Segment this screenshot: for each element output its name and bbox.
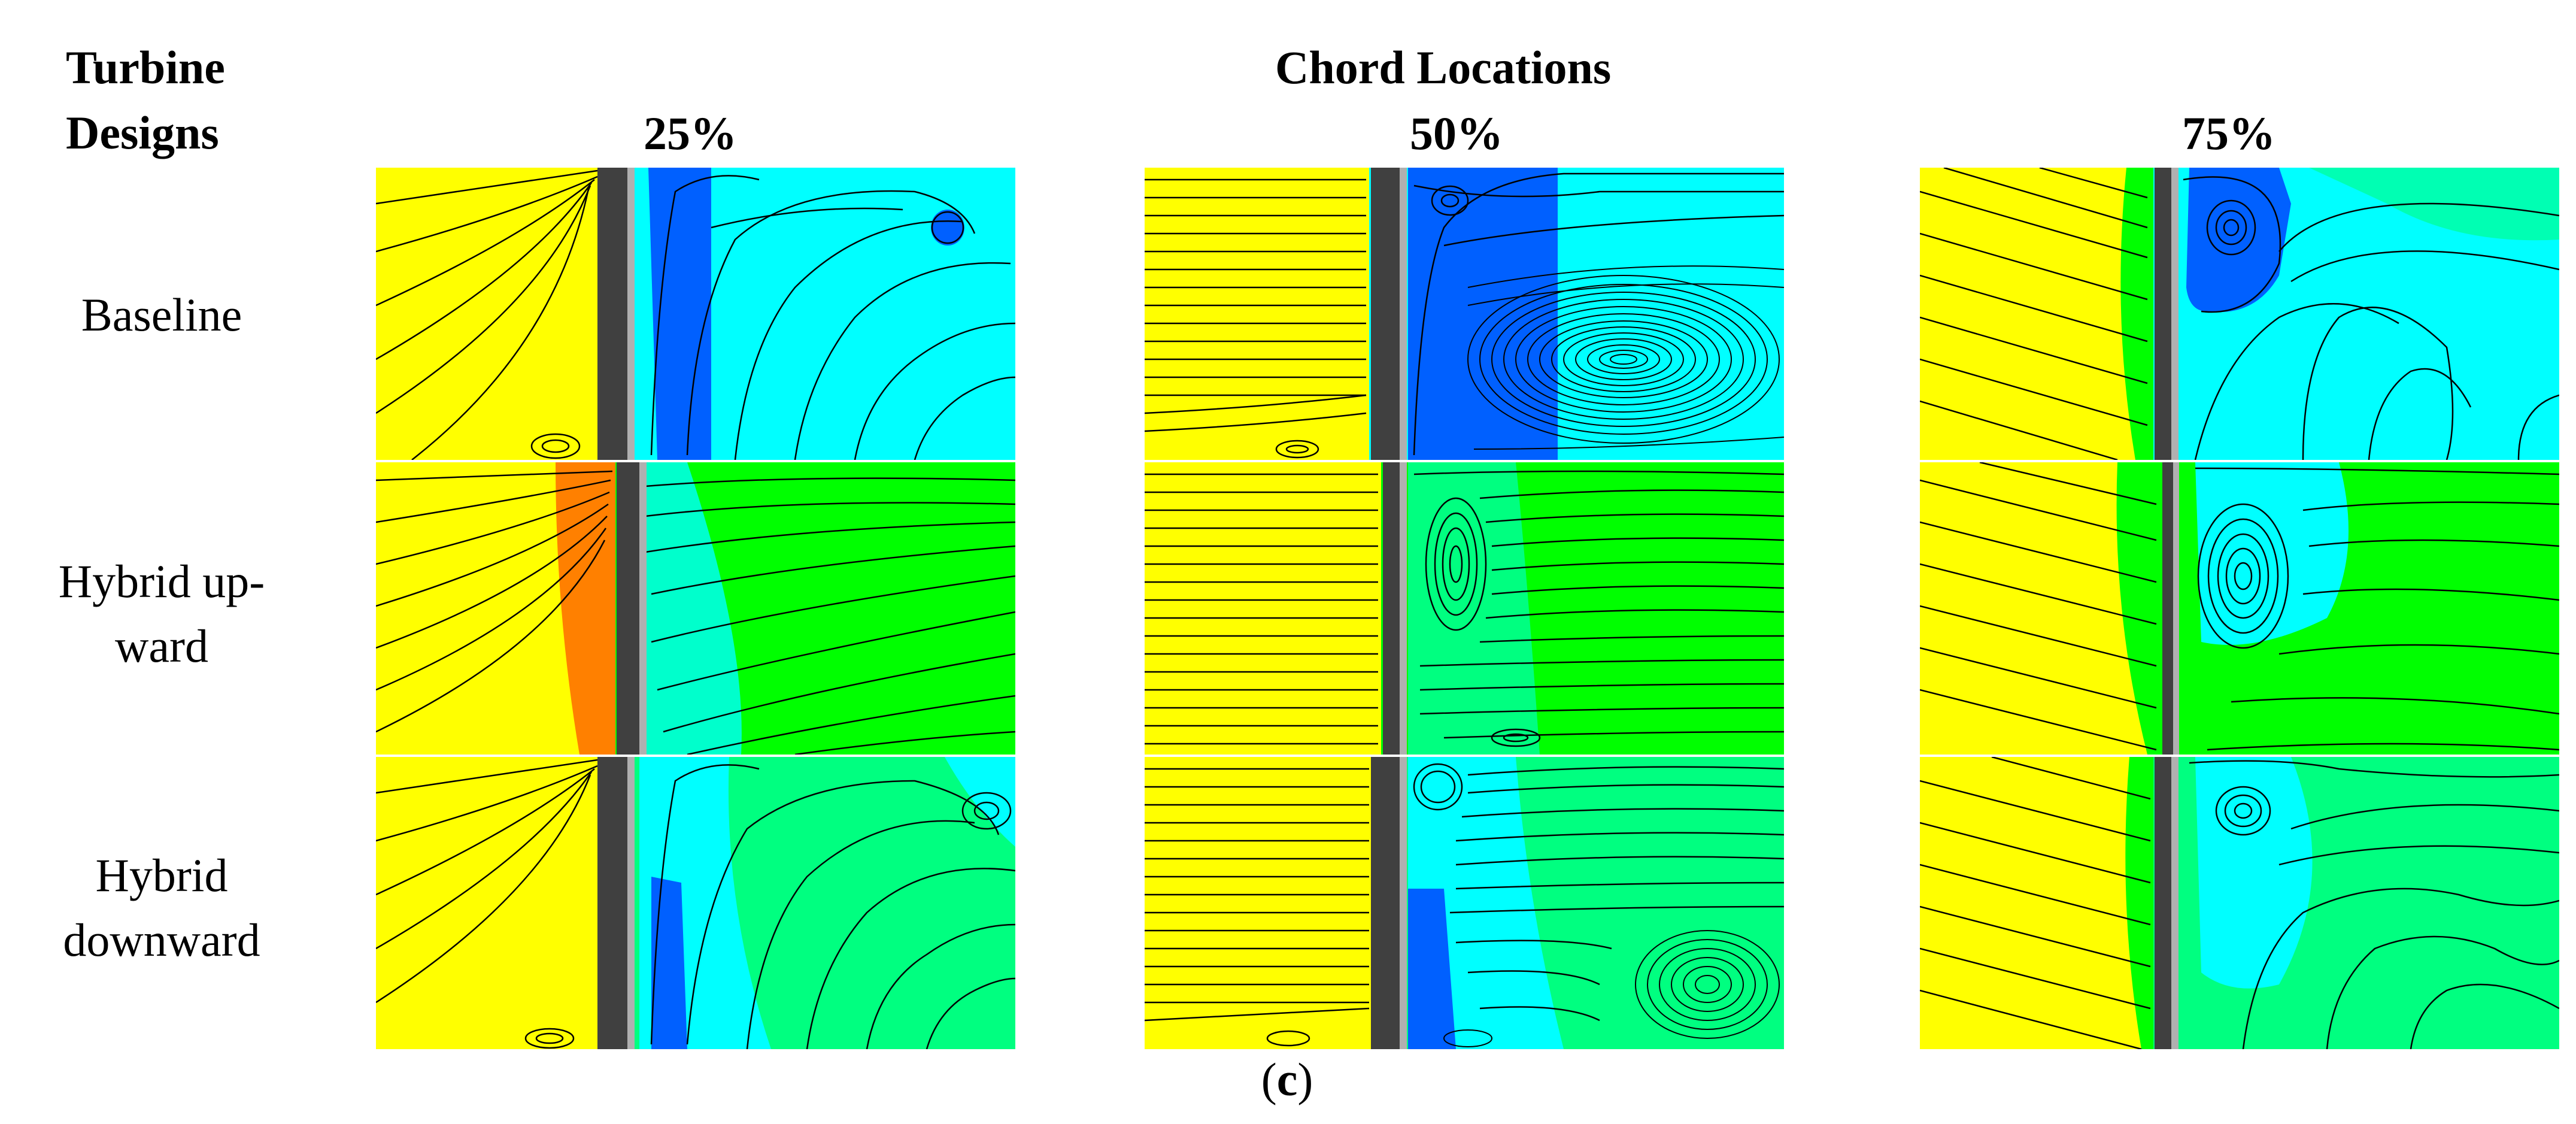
- panel-hybrid-downward-50: [1145, 757, 1784, 1049]
- panel-baseline-25: [376, 168, 1015, 460]
- panel-hybrid-upward-75: [1920, 462, 2559, 755]
- row-label-hybrid-downward-line1: Hybrid: [95, 849, 228, 901]
- panel-hybrid-downward-75: [1920, 757, 2559, 1049]
- row-label-hybrid-upward: Hybrid up- ward: [0, 549, 323, 678]
- figure-caption: (c): [1197, 1053, 1377, 1107]
- row-label-baseline: Baseline: [0, 283, 323, 347]
- caption-close-paren: ): [1297, 1053, 1313, 1105]
- column-header-25: 25%: [644, 107, 737, 159]
- panel-hybrid-upward-50: [1145, 462, 1784, 755]
- panel-hybrid-downward-25: [376, 757, 1015, 1049]
- column-header-50: 50%: [1410, 107, 1503, 159]
- panel-hybrid-upward-25: [376, 462, 1015, 755]
- designs-header-line2: Designs: [66, 107, 219, 159]
- row-label-baseline-line1: Baseline: [81, 289, 242, 341]
- panel-baseline-50: [1145, 168, 1784, 460]
- row-label-hybrid-downward-line2: downward: [63, 914, 260, 966]
- designs-header: Turbine Designs: [66, 35, 225, 165]
- caption-open-paren: (: [1261, 1053, 1277, 1105]
- chord-locations-title: Chord Locations: [1275, 41, 1612, 93]
- caption-letter: c: [1276, 1053, 1298, 1105]
- designs-header-line1: Turbine: [66, 41, 225, 93]
- row-label-hybrid-upward-line2: ward: [115, 620, 208, 672]
- panel-baseline-75: [1920, 168, 2559, 460]
- row-label-hybrid-downward: Hybrid downward: [0, 843, 323, 972]
- column-header-75: 75%: [2182, 107, 2275, 159]
- row-label-hybrid-upward-line1: Hybrid up-: [58, 555, 265, 607]
